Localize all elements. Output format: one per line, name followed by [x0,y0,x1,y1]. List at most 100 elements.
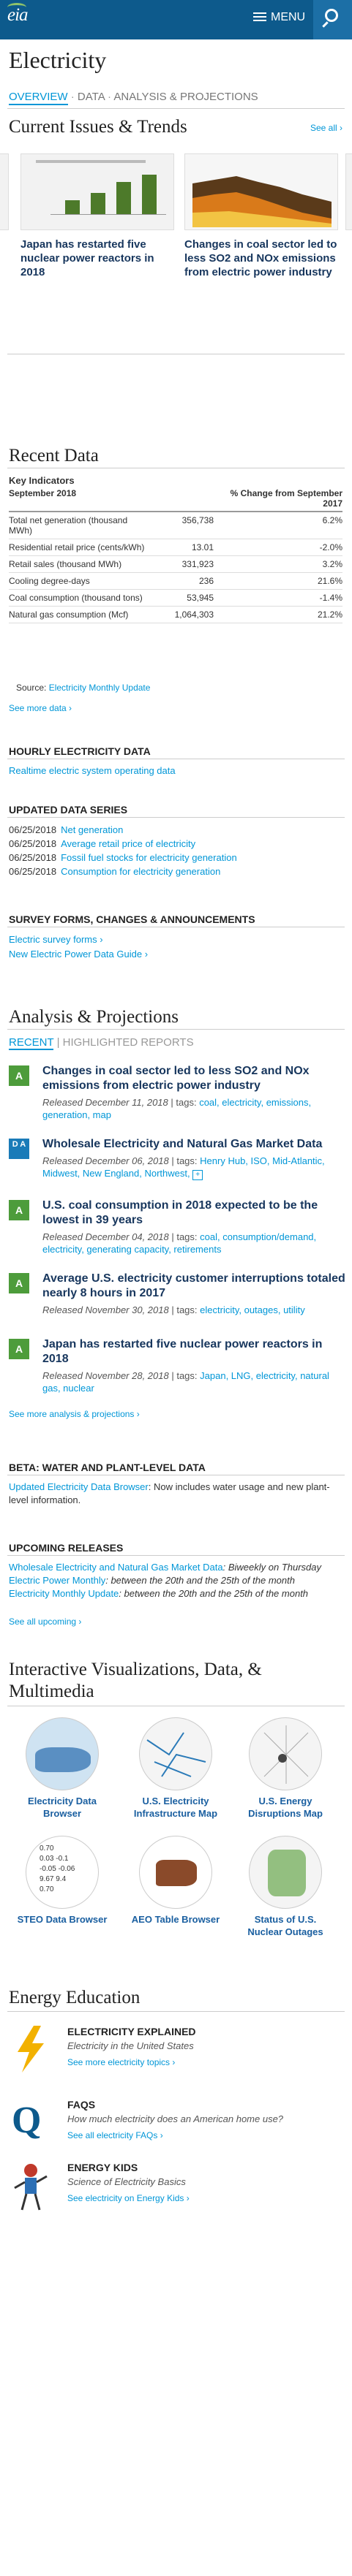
list-item: 06/25/2018 Net generation [9,824,124,835]
key-indicators-label: Key Indicators [9,475,75,486]
edu-energy-kids[interactable]: ENERGY KIDS Science of Electricity Basic… [9,2162,345,2211]
data-guide-link[interactable]: New Electric Power Data Guide › [9,949,149,960]
top-navigation-bar: eia MENU [0,0,352,39]
menu-button[interactable]: MENU [253,11,305,24]
divider [7,1029,345,1030]
disruptions-map-icon [249,1717,322,1790]
list-item: Wholesale Electricity and Natural Gas Ma… [9,1562,322,1573]
carousel-card-partial-right[interactable] [345,153,352,230]
list-item: Electricity Monthly Update: between the … [9,1588,309,1599]
viz-nuclear-outages[interactable]: Status of U.S. Nuclear Outages [238,1836,333,1938]
nuclear-outages-map-icon [249,1836,322,1909]
us-map-icon [26,1717,99,1790]
expand-tags-icon[interactable]: + [192,1170,203,1180]
analysis-item-title[interactable]: Average U.S. electricity customer interr… [42,1272,345,1299]
analysis-item-title[interactable]: Changes in coal sector led to less SO2 a… [42,1065,310,1092]
card-caption[interactable]: Japan has restarted five nuclear power r… [20,238,154,278]
area-chart-thumbnail [192,176,332,227]
table-row: Residential retail price (cents/kWh) 13.0… [9,539,342,556]
divider [7,108,345,109]
tab-data[interactable]: DATA [77,91,105,103]
list-item: 06/25/2018 Fossil fuel stocks for electri… [9,852,237,863]
lightning-bolt-icon [12,2026,51,2072]
table-row: Cooling degree-days 236 21.6% [9,573,342,590]
analysis-item-title[interactable]: U.S. coal consumption in 2018 expected t… [42,1199,318,1226]
edu-electricity-explained[interactable]: ELECTRICITY EXPLAINED Electricity in the… [9,2026,345,2072]
viz-steo-data-browser[interactable]: 0.70 0.03 -0.1 -0.05 -0.06 9.67 9.4 0.70… [15,1836,110,1926]
source-link[interactable]: Electricity Monthly Update [48,683,151,693]
card-caption[interactable]: Changes in coal sector led to less SO2 a… [184,238,337,278]
see-all-upcoming-link[interactable]: See all upcoming › [9,1616,82,1627]
table-row: Coal consumption (thousand tons) 53,945 -1… [9,590,342,607]
see-more-electricity-topics-link[interactable]: See more electricity topics › [67,2057,176,2067]
viz-heading: Interactive Visualizations, Data, & Mult… [9,1660,262,1701]
current-issues-carousel[interactable]: Japan has restarted five nuclear power r… [0,153,352,336]
aeo-map-icon [139,1836,212,1909]
tab-analysis-projections[interactable]: ANALYSIS & PROJECTIONS [113,91,258,103]
divider [7,817,345,818]
recent-data-heading: Recent Data [9,446,99,466]
carousel-card-partial-left[interactable] [0,153,9,230]
list-item: Electric Power Monthly: between the 20th… [9,1575,295,1586]
updated-series-list: 06/25/2018 Net generation 06/25/2018 Avera… [9,823,237,878]
analysis-item[interactable]: A Changes in coal sector led to less SO2… [9,1064,345,1121]
carousel-card[interactable]: Changes in coal sector led to less SO2 a… [184,153,338,279]
see-more-data-link[interactable]: See more data › [9,703,72,713]
analysis-tabs: RECENT | HIGHLIGHTED REPORTS [9,1036,194,1050]
edu-faqs[interactable]: Q FAQS How much electricity does an Amer… [9,2099,345,2141]
hamburger-icon [253,12,266,21]
energy-kids-character-icon [12,2162,51,2211]
list-item: 06/25/2018 Consumption for electricity ge… [9,866,221,877]
viz-infrastructure-map[interactable]: U.S. Electricity Infrastructure Map [128,1717,223,1820]
analysis-badge-icon: A [9,1339,29,1359]
see-all-electricity-faqs-link[interactable]: See all electricity FAQs › [67,2130,163,2140]
divider [7,2011,345,2012]
table-row: Retail sales (thousand MWh) 331,923 3.2% [9,556,342,573]
infrastructure-map-icon [139,1717,212,1790]
see-more-analysis-link[interactable]: See more analysis & projections › [9,1409,140,1419]
search-button[interactable] [313,0,352,39]
steo-table-icon: 0.70 0.03 -0.1 -0.05 -0.06 9.67 9.4 0.70 [26,1836,99,1909]
analysis-badge-icon: A [9,1273,29,1293]
analysis-item-title[interactable]: Japan has restarted five nuclear power r… [42,1338,323,1365]
beta-description: Updated Electricity Data Browser: Now in… [9,1481,330,1505]
analysis-item[interactable]: A Japan has restarted five nuclear power… [9,1337,345,1394]
analysis-heading: Analysis & Projections [9,1007,179,1027]
survey-forms-heading: SURVEY FORMS, CHANGES & ANNOUNCEMENTS [9,913,255,925]
menu-label: MENU [271,11,306,23]
analysis-item[interactable]: A Average U.S. electricity customer inte… [9,1272,345,1316]
viz-electricity-data-browser[interactable]: Electricity Data Browser [15,1717,110,1820]
upcoming-releases-list: Wholesale Electricity and Natural Gas Ma… [9,1561,331,1600]
realtime-data-link[interactable]: Realtime electric system operating data [9,765,176,776]
table-row: Natural gas consumption (Mcf) 1,064,303 21… [9,607,342,623]
list-item: 06/25/2018 Average retail price of electr… [9,838,196,849]
viz-energy-disruptions-map[interactable]: U.S. Energy Disruptions Map [238,1717,333,1820]
tab-recent[interactable]: RECENT [9,1036,54,1050]
current-issues-see-all-link[interactable]: See all › [310,123,343,133]
key-indicators-table: September 2018 % Change from September 2… [9,488,342,623]
analysis-badge-icon: A [9,1065,29,1086]
source-note: Source: Electricity Monthly Update [16,683,151,693]
data-browser-link[interactable]: Updated Electricity Data Browser [9,1481,149,1492]
see-electricity-energy-kids-link[interactable]: See electricity on Energy Kids › [67,2193,190,2203]
search-icon [325,9,338,22]
analysis-item[interactable]: D A Wholesale Electricity and Natural Ga… [9,1137,345,1180]
table-row: Total net generation (thousand MWh) 356,7… [9,512,342,539]
analysis-item-title[interactable]: Wholesale Electricity and Natural Gas Ma… [42,1138,323,1150]
survey-forms-link[interactable]: Electric survey forms › [9,934,103,945]
tab-overview[interactable]: OVERVIEW [9,91,68,105]
carousel-card[interactable]: Japan has restarted five nuclear power r… [20,153,174,279]
eia-leaf-icon [7,3,26,12]
tab-highlighted-reports[interactable]: HIGHLIGHTED REPORTS [62,1036,194,1049]
updated-series-heading: UPDATED DATA SERIES [9,804,128,816]
current-issues-heading: Current Issues & Trends [9,117,187,137]
viz-aeo-table-browser[interactable]: AEO Table Browser [128,1836,223,1926]
upcoming-releases-heading: UPCOMING RELEASES [9,1542,124,1554]
analysis-item[interactable]: A U.S. coal consumption in 2018 expected… [9,1198,345,1255]
data-analysis-badge-icon: D A [9,1139,29,1159]
divider [7,1555,345,1556]
eia-logo[interactable]: eia [7,5,29,25]
beta-heading: BETA: WATER AND PLANT-LEVEL DATA [9,1462,206,1473]
faq-q-icon: Q [12,2100,42,2141]
card-chart-thumbnail [184,153,338,230]
